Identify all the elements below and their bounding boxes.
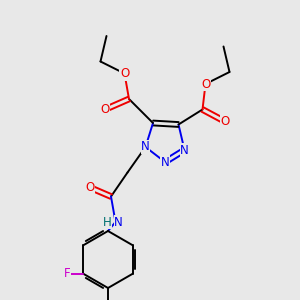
Text: O: O <box>85 181 94 194</box>
Text: N: N <box>141 140 150 154</box>
Text: O: O <box>100 103 109 116</box>
Text: H: H <box>103 215 112 229</box>
Text: O: O <box>120 67 129 80</box>
Text: N: N <box>160 155 169 169</box>
Text: O: O <box>220 115 230 128</box>
Text: O: O <box>201 77 210 91</box>
Text: F: F <box>64 267 70 280</box>
Text: N: N <box>114 215 123 229</box>
Text: N: N <box>180 143 189 157</box>
